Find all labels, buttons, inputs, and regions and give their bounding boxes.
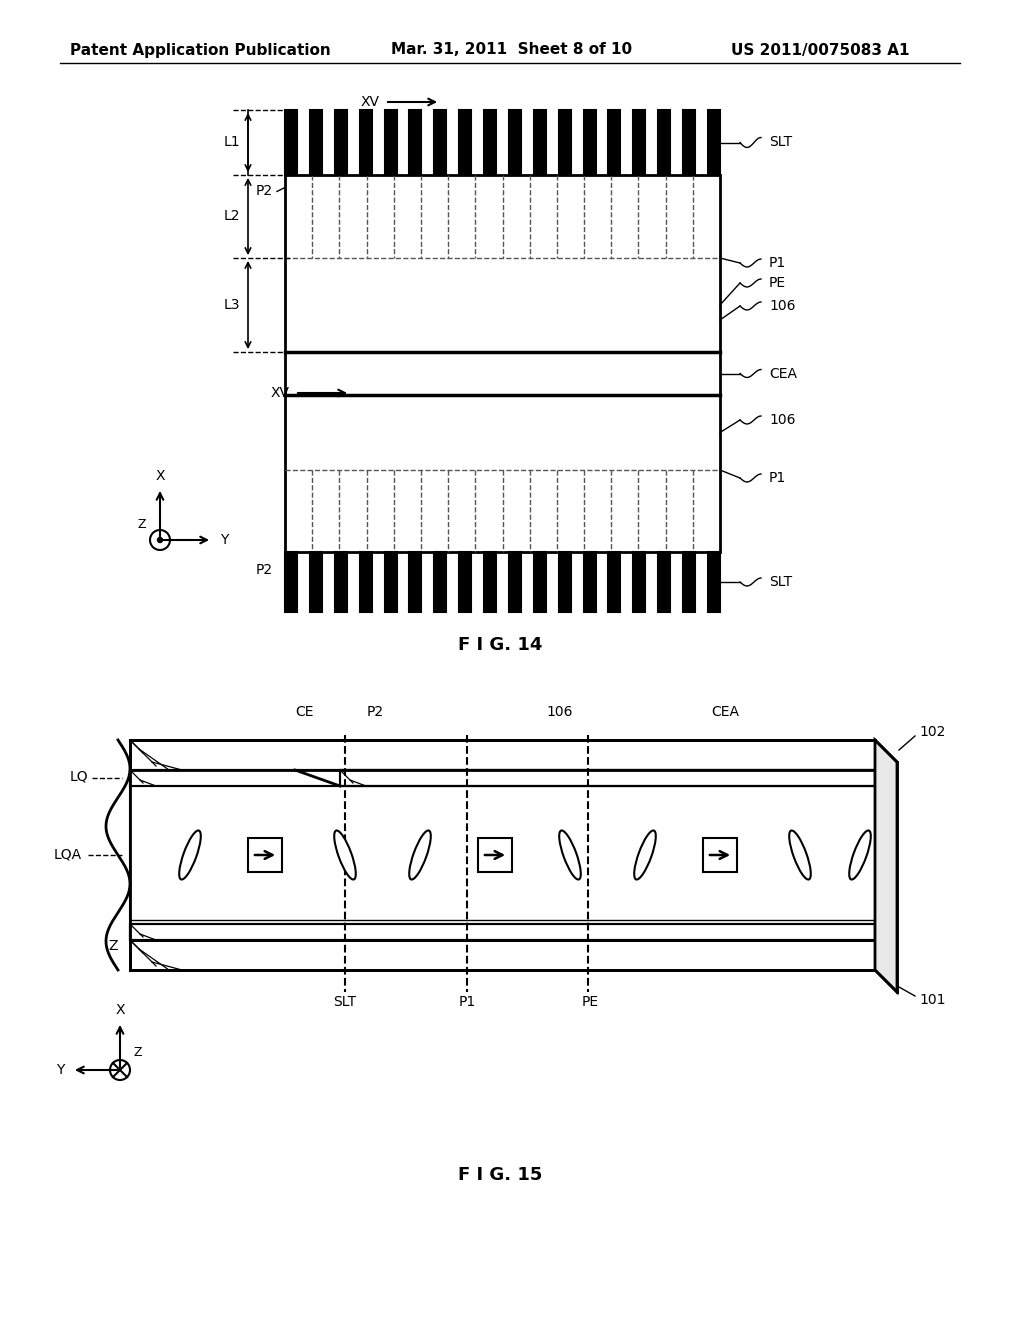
Bar [708,552,720,612]
Ellipse shape [334,830,355,879]
Text: Patent Application Publication: Patent Application Publication [70,42,331,58]
Text: CEA: CEA [769,367,797,380]
Bar [459,552,471,612]
Bar [608,552,621,612]
Bar [410,552,422,612]
Text: Z: Z [138,517,146,531]
Text: PE: PE [582,995,599,1008]
Bar [608,110,621,176]
Text: L3: L3 [224,298,241,312]
Text: L1: L1 [223,136,241,149]
Bar [335,552,347,612]
Text: SLT: SLT [769,136,793,149]
Text: Z: Z [109,939,118,953]
Bar [484,552,496,612]
Bar [248,838,282,873]
Bar [285,110,297,176]
Text: F I G. 14: F I G. 14 [458,636,542,653]
Polygon shape [874,741,897,993]
Text: SLT: SLT [334,995,356,1008]
Bar [359,110,372,176]
Bar [559,552,570,612]
Text: X: X [116,1003,125,1016]
Text: 106: 106 [769,300,796,313]
Text: P1: P1 [459,995,475,1008]
Text: X: X [156,469,165,483]
Bar [658,552,671,612]
Bar [340,770,874,785]
Circle shape [158,537,163,543]
Text: Y: Y [56,1063,65,1077]
Ellipse shape [559,830,581,879]
Text: 106: 106 [769,413,796,426]
Text: F I G. 15: F I G. 15 [458,1166,542,1184]
Bar [683,552,695,612]
Text: P2: P2 [256,564,273,577]
Bar [130,924,874,940]
Bar [478,838,512,873]
Bar [385,552,396,612]
Bar [658,110,671,176]
Bar [584,552,596,612]
Bar [285,552,297,612]
Bar [130,940,874,970]
Bar [340,770,874,785]
Bar [534,110,546,176]
Bar [310,552,322,612]
Text: XV: XV [361,95,380,110]
Text: P1: P1 [769,471,786,484]
Bar [130,770,874,785]
Ellipse shape [849,830,870,879]
Bar [683,110,695,176]
Bar [708,110,720,176]
Text: LQA: LQA [54,847,82,862]
Text: Y: Y [220,533,228,546]
Bar [559,110,570,176]
Bar [385,110,396,176]
Bar [634,552,645,612]
Bar [130,741,874,770]
Bar [584,110,596,176]
Bar [509,110,521,176]
Bar [359,552,372,612]
Text: 106: 106 [547,705,573,719]
Text: CEA: CEA [711,705,739,719]
Text: LQ: LQ [70,770,88,783]
Bar [335,110,347,176]
Bar [434,110,446,176]
Bar [285,176,720,552]
Text: PE: PE [769,276,786,290]
Text: XV: XV [271,385,290,400]
Text: 102: 102 [919,725,945,739]
Bar [410,110,422,176]
Bar [434,552,446,612]
Text: SLT: SLT [769,576,793,589]
Text: 101: 101 [919,993,945,1007]
Text: P2: P2 [256,185,273,198]
Text: P2: P2 [367,705,384,719]
Text: L2: L2 [224,210,241,223]
Bar [130,770,874,785]
Text: US 2011/0075083 A1: US 2011/0075083 A1 [731,42,909,58]
Ellipse shape [790,830,811,879]
Bar [509,552,521,612]
Text: P1: P1 [769,256,786,271]
Text: Mar. 31, 2011  Sheet 8 of 10: Mar. 31, 2011 Sheet 8 of 10 [391,42,633,58]
Ellipse shape [410,830,431,879]
Bar [484,110,496,176]
Ellipse shape [634,830,655,879]
Text: CE: CE [296,705,314,719]
Bar [130,924,874,940]
Bar [130,741,874,770]
Bar [459,110,471,176]
Bar [534,552,546,612]
Bar [310,110,322,176]
Bar [703,838,737,873]
Bar [634,110,645,176]
Text: Z: Z [134,1045,142,1059]
Ellipse shape [179,830,201,879]
Bar [130,940,874,970]
